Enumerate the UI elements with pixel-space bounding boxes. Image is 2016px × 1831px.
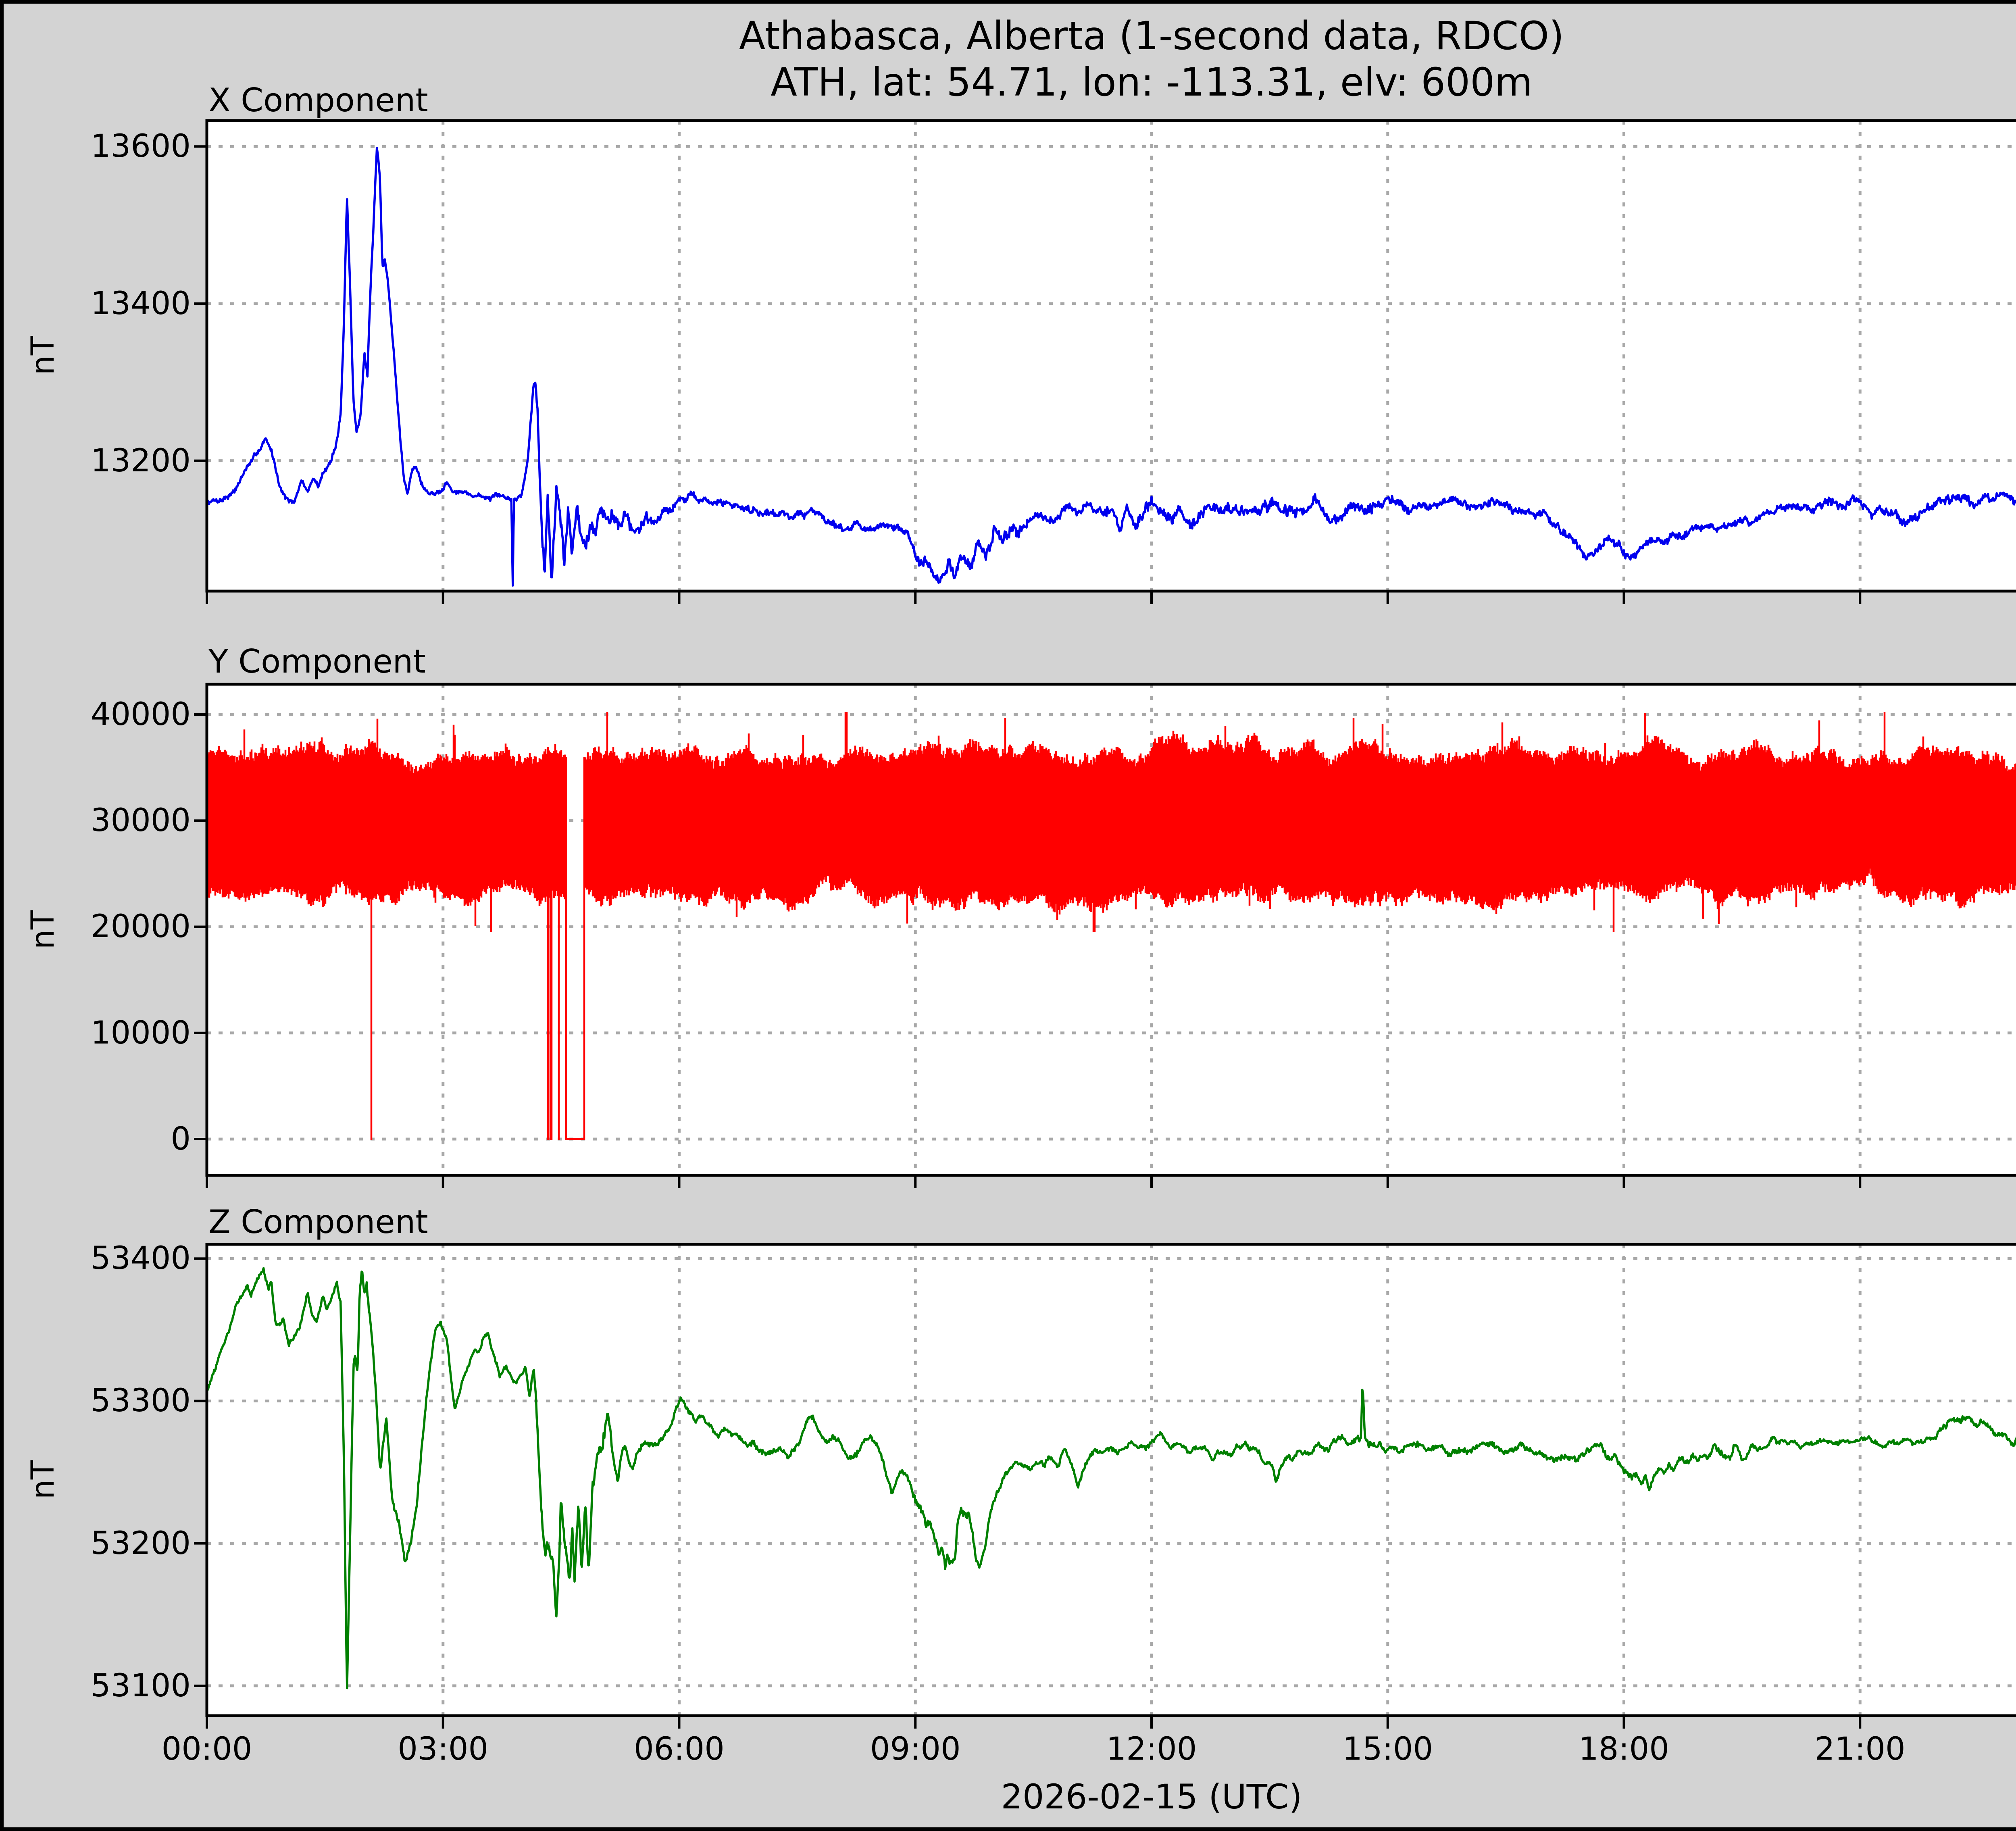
- x-axis-label: 2026-02-15 (UTC): [1001, 1777, 1302, 1816]
- x-tick-label: 09:00: [870, 1731, 961, 1767]
- y-tick-label: 13600: [90, 128, 191, 165]
- y-component-plot: [194, 683, 2016, 1188]
- x-tick-label: 12:00: [1106, 1731, 1197, 1767]
- z-component-plot: [194, 1243, 2016, 1729]
- y-tick-label: 10000: [90, 1014, 191, 1051]
- figure-title: Athabasca, Alberta (1-second data, RDCO): [739, 13, 1564, 58]
- plot-canvas-1: [194, 683, 2016, 1188]
- x-tick-label: 18:00: [1579, 1731, 1669, 1767]
- y-tick-label: 53300: [90, 1383, 191, 1419]
- z-component-title: Z Component: [208, 1203, 428, 1241]
- y-tick-label: 40000: [90, 696, 191, 733]
- plot-canvas-0: [194, 119, 2016, 604]
- x-tick-label: 00:00: [161, 1731, 252, 1767]
- x-component-title: X Component: [208, 81, 428, 119]
- x-tick-label: 21:00: [1814, 1731, 1906, 1767]
- y-tick-label: 0: [171, 1121, 191, 1157]
- x-tick-label: 03:00: [398, 1731, 489, 1767]
- y-tick-label: 53200: [90, 1525, 191, 1562]
- y-tick-label: 20000: [90, 908, 191, 945]
- x-tick-label: 06:00: [634, 1731, 725, 1767]
- z-component-ylabel: nT: [25, 1460, 61, 1500]
- y-tick-label: 13400: [90, 285, 191, 322]
- y-tick-label: 53100: [90, 1667, 191, 1704]
- y-tick-label: 53400: [90, 1240, 191, 1277]
- x-component-plot: [194, 119, 2016, 604]
- x-component-ylabel: nT: [25, 336, 61, 375]
- x-tick-label: 15:00: [1342, 1731, 1433, 1767]
- y-tick-label: 30000: [90, 802, 191, 839]
- y-tick-label: 13200: [90, 442, 191, 479]
- plot-canvas-2: [194, 1243, 2016, 1729]
- y-component-title: Y Component: [208, 643, 426, 680]
- figure-subtitle: ATH, lat: 54.71, lon: -113.31, elv: 600m: [771, 60, 1533, 105]
